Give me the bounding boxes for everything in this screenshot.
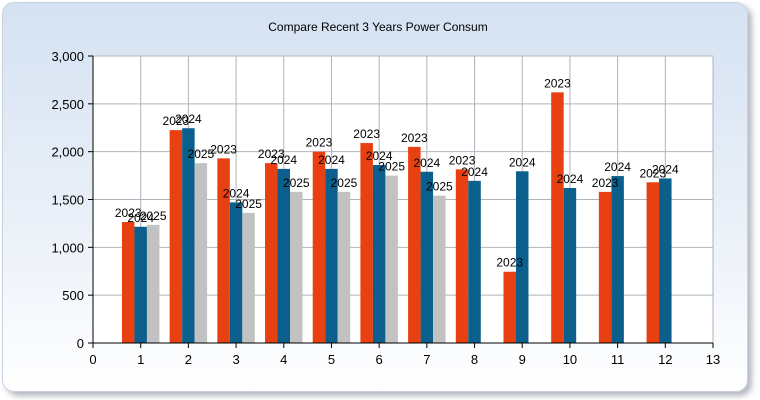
data-label: 2023 bbox=[306, 136, 333, 150]
bar-2023 bbox=[121, 221, 135, 343]
bar-2024 bbox=[229, 202, 243, 343]
data-label: 2025 bbox=[188, 147, 215, 161]
x-tick-label: 11 bbox=[611, 352, 625, 367]
bar-2024 bbox=[563, 188, 577, 343]
data-label: 2023 bbox=[544, 76, 571, 90]
data-label: 2025 bbox=[235, 197, 262, 211]
bar-2023 bbox=[169, 130, 183, 343]
bar-2023 bbox=[598, 191, 612, 343]
x-tick-label: 12 bbox=[658, 352, 672, 367]
bar-2023 bbox=[312, 151, 326, 343]
bar-2023 bbox=[217, 158, 230, 343]
bar-2023 bbox=[408, 146, 421, 343]
bar-2023 bbox=[360, 143, 373, 343]
data-label: 2024 bbox=[557, 172, 584, 186]
bar-2025 bbox=[146, 224, 160, 343]
data-label: 2023 bbox=[401, 131, 428, 145]
data-label: 2023 bbox=[496, 256, 523, 270]
data-label: 2023 bbox=[639, 166, 666, 180]
y-tick-label: 500 bbox=[62, 288, 84, 303]
data-label: 2025 bbox=[426, 180, 453, 194]
bar-2025 bbox=[385, 175, 398, 343]
data-label: 2024 bbox=[604, 160, 631, 174]
bar-2023 bbox=[551, 92, 564, 343]
x-tick-label: 5 bbox=[328, 352, 335, 367]
x-tick-label: 4 bbox=[280, 352, 287, 367]
bar-2025 bbox=[337, 191, 351, 343]
bar-2024 bbox=[372, 165, 386, 343]
data-label: 2023 bbox=[210, 142, 237, 156]
bars bbox=[121, 92, 672, 343]
bar-2024 bbox=[468, 180, 481, 343]
chart-title: Compare Recent 3 Years Power Consum bbox=[268, 20, 487, 34]
data-label: 2024 bbox=[318, 153, 345, 167]
data-label: 2023 bbox=[449, 153, 476, 167]
x-tick-label: 10 bbox=[563, 352, 577, 367]
bar-2024 bbox=[515, 171, 529, 343]
bar-2023 bbox=[455, 169, 469, 343]
bar-2025 bbox=[433, 195, 446, 343]
data-label: 2024 bbox=[270, 153, 297, 167]
data-label: 2024 bbox=[413, 156, 440, 170]
data-label: 2023 bbox=[163, 114, 190, 128]
bar-2025 bbox=[194, 163, 208, 343]
y-tick-label: 2,500 bbox=[51, 97, 84, 112]
x-tick-label: 13 bbox=[706, 352, 720, 367]
bar-2024 bbox=[134, 226, 147, 343]
bar-2023 bbox=[646, 182, 660, 343]
data-label: 2024 bbox=[366, 149, 393, 163]
bar-2025 bbox=[242, 212, 255, 343]
data-label: 2024 bbox=[652, 162, 679, 176]
data-label: 2023 bbox=[258, 147, 285, 161]
data-label: 2024 bbox=[175, 112, 202, 126]
y-tick-label: 1,000 bbox=[51, 240, 84, 255]
data-label: 2023 bbox=[592, 176, 619, 190]
bar-2023 bbox=[265, 163, 278, 343]
x-tick-label: 3 bbox=[232, 352, 239, 367]
data-labels: 2023 2023 2023 2023 2023 2023 2023 2023 2023 2023… bbox=[115, 76, 679, 269]
bar-2024 bbox=[611, 176, 624, 343]
y-tick-label: 1,500 bbox=[51, 193, 84, 208]
bar-2024 bbox=[277, 168, 291, 343]
x-tick-label: 9 bbox=[519, 352, 526, 367]
y-tick-label: 3,000 bbox=[51, 49, 84, 64]
bar-2024 bbox=[325, 168, 338, 343]
x-tick-label: 1 bbox=[137, 352, 144, 367]
bar-2023 bbox=[503, 271, 516, 343]
data-label: 2024 bbox=[461, 165, 488, 179]
data-label: 2024 bbox=[127, 211, 154, 225]
data-label: 2025 bbox=[331, 176, 358, 190]
data-label: 2025 bbox=[283, 176, 310, 190]
bar-2024 bbox=[659, 178, 672, 343]
bar-2025 bbox=[290, 191, 303, 343]
data-label: 2024 bbox=[223, 186, 250, 200]
data-label: 2023 bbox=[353, 127, 380, 141]
y-tick-label: 0 bbox=[77, 336, 84, 351]
x-tick-label: 6 bbox=[376, 352, 383, 367]
x-tick-label: 0 bbox=[89, 352, 96, 367]
data-label: 2025 bbox=[140, 209, 167, 223]
bar-2024 bbox=[420, 171, 434, 343]
bar-2024 bbox=[182, 128, 195, 343]
x-tick-label: 2 bbox=[185, 352, 192, 367]
data-label: 2023 bbox=[115, 206, 142, 220]
x-tick-label: 8 bbox=[471, 352, 478, 367]
x-tick-label: 7 bbox=[423, 352, 430, 367]
data-label: 2024 bbox=[509, 155, 536, 169]
data-label: 2025 bbox=[378, 160, 405, 174]
y-tick-label: 2,000 bbox=[51, 145, 84, 160]
